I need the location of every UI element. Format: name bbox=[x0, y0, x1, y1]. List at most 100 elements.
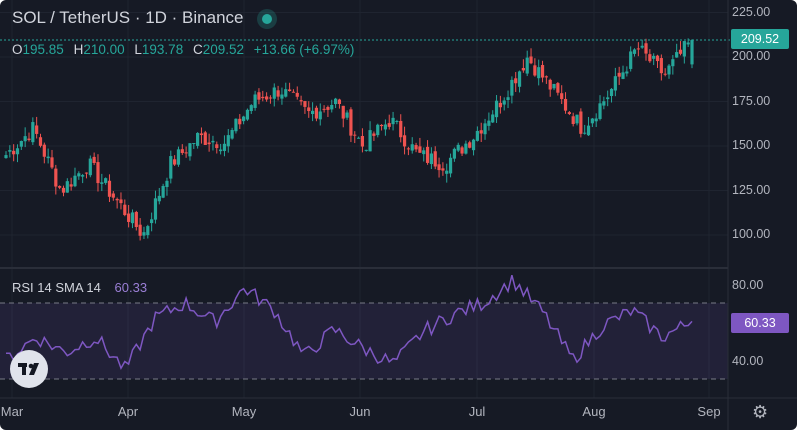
candle-body bbox=[529, 56, 533, 64]
candle-body bbox=[100, 182, 104, 184]
candle-body bbox=[414, 145, 418, 150]
candle-body bbox=[514, 78, 518, 84]
candle bbox=[326, 105, 330, 117]
price-tick: 200.00 bbox=[732, 49, 771, 63]
candle bbox=[96, 154, 100, 192]
candle bbox=[391, 111, 395, 131]
price-tick: 175.00 bbox=[732, 94, 771, 108]
candle-body bbox=[81, 175, 85, 177]
candle bbox=[310, 102, 315, 122]
candle-body bbox=[111, 193, 115, 198]
candle-body bbox=[464, 143, 468, 154]
candle bbox=[629, 46, 633, 72]
candle-body bbox=[104, 178, 108, 183]
candle bbox=[238, 114, 242, 129]
tradingview-logo-icon[interactable] bbox=[10, 350, 48, 388]
symbol-legend[interactable]: SOL / TetherUS · 1D · Binance bbox=[12, 8, 273, 28]
candle bbox=[445, 163, 449, 183]
candle bbox=[579, 108, 583, 138]
time-tick: Aug bbox=[582, 404, 606, 419]
candle-body bbox=[330, 104, 334, 110]
candle bbox=[671, 55, 675, 75]
candle bbox=[173, 155, 177, 166]
candle bbox=[31, 117, 35, 145]
open-value: 195.85 bbox=[22, 42, 64, 57]
gear-icon[interactable]: ⚙ bbox=[752, 402, 769, 422]
candle bbox=[130, 209, 135, 229]
candle-body bbox=[590, 118, 594, 124]
candle-body bbox=[303, 101, 307, 107]
open-label: O bbox=[12, 42, 23, 57]
candle bbox=[150, 212, 154, 232]
candle-body bbox=[27, 138, 31, 141]
candle bbox=[606, 90, 610, 107]
candle-body bbox=[617, 72, 621, 77]
candle bbox=[379, 124, 384, 131]
candle bbox=[533, 58, 537, 77]
candle bbox=[644, 38, 648, 61]
candle bbox=[598, 95, 602, 121]
candle-body bbox=[276, 90, 280, 97]
candle bbox=[249, 104, 253, 114]
candle-body bbox=[629, 51, 633, 69]
candle bbox=[265, 92, 269, 102]
candle-body bbox=[441, 168, 445, 171]
candle bbox=[12, 144, 16, 162]
candle bbox=[345, 110, 349, 120]
candle-body bbox=[567, 112, 571, 114]
candle-body bbox=[460, 147, 464, 154]
candle bbox=[506, 90, 510, 109]
candle-body bbox=[349, 109, 353, 136]
low-label: L bbox=[134, 42, 142, 57]
candle bbox=[280, 87, 284, 105]
candle-body bbox=[54, 168, 58, 187]
candle-body bbox=[322, 108, 326, 110]
rsi-value: 60.33 bbox=[114, 280, 148, 295]
change-value: +13.66 (+6.97%) bbox=[253, 42, 355, 57]
candle bbox=[303, 100, 307, 114]
candle-body bbox=[127, 213, 131, 222]
candle-body bbox=[356, 137, 361, 139]
rsi-legend[interactable]: RSI 14 SMA 14 60.33 bbox=[12, 280, 147, 295]
candle-body bbox=[326, 107, 330, 110]
candle-body bbox=[391, 117, 395, 125]
candle bbox=[456, 142, 460, 153]
candle bbox=[176, 146, 181, 167]
candle-body bbox=[571, 116, 575, 124]
symbol-title[interactable]: SOL / TetherUS · 1D · Binance bbox=[12, 8, 244, 27]
candle-body bbox=[265, 96, 269, 100]
candle-body bbox=[272, 87, 276, 99]
candle bbox=[268, 95, 273, 104]
candle-body bbox=[242, 116, 246, 122]
candle bbox=[368, 121, 372, 152]
rsi-label[interactable]: RSI 14 SMA 14 bbox=[12, 280, 101, 295]
candle bbox=[115, 197, 119, 209]
candle bbox=[460, 145, 464, 157]
candle-body bbox=[88, 158, 92, 176]
candle-body bbox=[203, 132, 207, 145]
candle-body bbox=[310, 110, 315, 115]
candle bbox=[73, 167, 77, 188]
candle-body bbox=[433, 151, 437, 167]
candle bbox=[349, 107, 353, 143]
candle-body bbox=[96, 162, 100, 184]
candle-body bbox=[337, 99, 342, 104]
candle-body bbox=[548, 79, 552, 90]
candle-body bbox=[253, 94, 257, 108]
candle-body bbox=[563, 98, 568, 111]
candle-body bbox=[307, 107, 311, 112]
candle-body bbox=[399, 120, 403, 138]
candle bbox=[341, 105, 345, 128]
candle bbox=[322, 105, 326, 113]
candle-body bbox=[648, 54, 652, 62]
candle bbox=[613, 67, 617, 97]
candle bbox=[276, 85, 280, 101]
candle-body bbox=[583, 132, 587, 134]
candle-body bbox=[525, 57, 529, 74]
candle-body bbox=[138, 224, 142, 236]
candle-body bbox=[468, 142, 472, 148]
candle bbox=[383, 119, 388, 136]
candle bbox=[157, 187, 161, 205]
